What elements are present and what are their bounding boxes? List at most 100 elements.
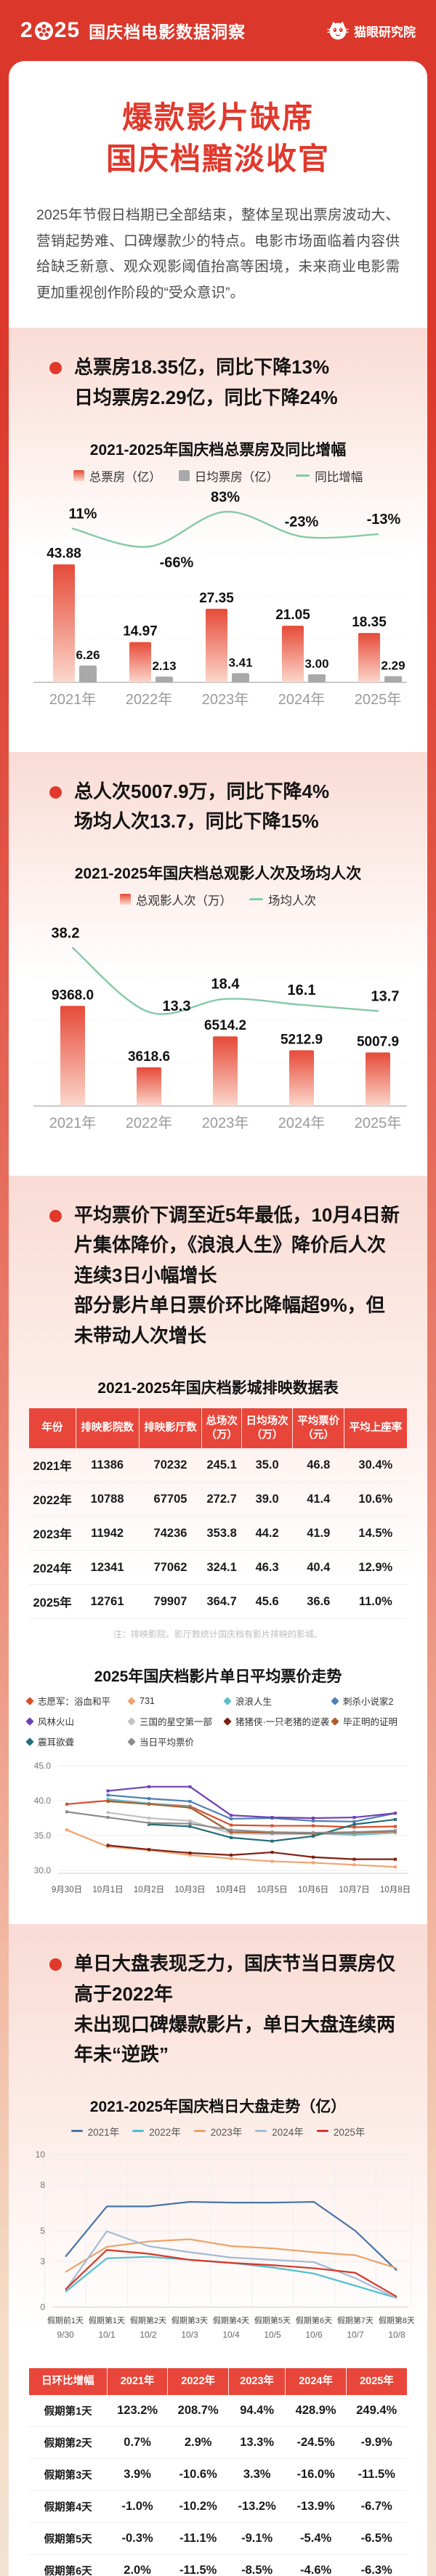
table-header-cell: 2024年 [285, 2367, 347, 2395]
table-cell: 70232 [139, 1448, 202, 1483]
table-cell: 11942 [76, 1516, 140, 1551]
legend-label: 风林火山 [38, 1717, 75, 1728]
legend-label: 当日平均票价 [140, 1737, 195, 1748]
report-title-text: 国庆档电影数据洞察 [89, 23, 246, 41]
legend-label: 浪浪人生 [235, 1697, 272, 1708]
table-header-cell: 平均上座率 [344, 1408, 407, 1449]
table-cell: 353.8 [201, 1516, 242, 1551]
legend-item: 当日平均票价 [127, 1735, 223, 1748]
table-cell: 39.0 [241, 1482, 293, 1517]
legend-marker [331, 1717, 339, 1726]
legend-marker [25, 1697, 34, 1705]
daily-avg-ticket-price-svg: 45.0 40.0 35.0 30.0 9月30日 10月1日 10月2日 10月3日 10月4… [34, 1761, 411, 1894]
bullet-dot [49, 1209, 62, 1222]
table-cell: 41.9 [292, 1516, 344, 1551]
legend-label: 猪猪侠·一只老猪的逆袭 [235, 1717, 330, 1728]
table-header-cell: 平均票价 （元） [292, 1408, 345, 1449]
legend-item: 731 [127, 1694, 223, 1708]
svg-text:13.7: 13.7 [371, 988, 400, 1004]
table-cell: 428.9% [285, 2394, 347, 2427]
content-card: 爆款影片缺席 国庆档黯淡收官 2025年节假日档期已全部结束，整体呈现出票房波动… [9, 61, 427, 2576]
brand-logo: 猫眼研究院 [327, 20, 416, 41]
table-cell: -9.9% [346, 2426, 407, 2459]
table-cell: 30.4% [344, 1448, 407, 1483]
ticket-price-trend-chart: 45.0 40.0 35.0 30.0 9月30日 10月1日 10月2日 10月3日 10月4… [9, 1750, 427, 1904]
table-cell: -9.1% [228, 2522, 286, 2555]
page-header: 2 25 国庆档电影数据洞察 [0, 0, 436, 61]
svg-text:6.26: 6.26 [76, 647, 100, 661]
legend-marker [223, 1717, 232, 1726]
legend-label: 2024年 [272, 2126, 304, 2138]
legend-marker [25, 1737, 34, 1746]
table-header-cell: 2021年 [107, 2367, 169, 2395]
chart3-legend: 志愿军：浴血和平 731 浪浪人生 刺杀小说家2 风林火山 三国的星空第一部 猪猪侠·一只老… [9, 1694, 427, 1748]
legend-label: 2021年 [87, 2126, 120, 2138]
table-cell: -16.0% [285, 2458, 347, 2491]
legend-marker [255, 2130, 267, 2133]
svg-text:13.3: 13.3 [163, 998, 191, 1014]
svg-text:假期第8天: 假期第8天 [379, 2315, 414, 2325]
legend-marker [331, 1697, 339, 1705]
legend-label: 731 [140, 1695, 155, 1706]
table-row: 假期第2天 0.7% 2.9% 13.3% -24.5% -9.9% [29, 2426, 407, 2459]
table-cell: 11386 [76, 1448, 140, 1483]
table-cell: 41.4 [292, 1482, 344, 1517]
legend-label: 总观影人次（万） [136, 894, 232, 908]
svg-text:11%: 11% [69, 506, 97, 522]
svg-text:假期第3天: 假期第3天 [171, 2315, 208, 2325]
legend-marker [73, 470, 84, 481]
table-cell: 46.8 [292, 1448, 344, 1483]
svg-text:假期第6天: 假期第6天 [296, 2315, 332, 2325]
table-cell: 123.2% [107, 2394, 168, 2427]
svg-text:-23%: -23% [285, 514, 319, 530]
svg-text:35.0: 35.0 [34, 1830, 52, 1841]
daily-change-table: 日环比增幅 2021年 2022年 2023年 2024年 2025年 假期第1天 123.2… [29, 2367, 407, 2576]
svg-text:0: 0 [40, 2302, 45, 2312]
section-daily-gross: 单日大盘表现乏力，国庆节当日票房仅高于2022年 未出现口碑爆款影片，单日大盘连… [9, 1924, 427, 2576]
table-cell: 12341 [76, 1550, 140, 1586]
table-cell: 11.0% [344, 1584, 407, 1620]
table-header-cell: 排映影院数 [76, 1408, 140, 1449]
svg-text:10/4: 10/4 [222, 2330, 240, 2340]
svg-text:10/3: 10/3 [181, 2330, 198, 2340]
chart1-title: 2021-2025年国庆档总票房及同比增幅 [89, 441, 347, 459]
table-cell: 74236 [139, 1516, 202, 1551]
table-cell: -6.5% [346, 2522, 407, 2555]
chart4-title: 2021-2025年国庆档日大盘走势（亿） [89, 2098, 347, 2115]
heading-line: 部分影片单日票价环比降幅超9%，但未带动人次增长 [74, 1294, 385, 1347]
table-cell: -10.2% [167, 2490, 229, 2523]
svg-text:40.0: 40.0 [34, 1796, 52, 1806]
legend-item: 浪浪人生 [223, 1694, 331, 1708]
table-cell: 67705 [139, 1482, 202, 1517]
table-cell: 2.0% [107, 2554, 168, 2576]
table-cell: 12761 [76, 1584, 140, 1620]
chart3-title: 2025年国庆档影片单日平均票价走势 [94, 1668, 342, 1686]
heading-line: 日均票房2.29亿，同比下降24% [74, 386, 338, 408]
table-row: 2023年 11942 74236 353.8 44.2 41.9 14.5% [29, 1516, 407, 1551]
table-cell: 3.3% [228, 2458, 286, 2491]
svg-text:2022年: 2022年 [126, 691, 173, 708]
svg-text:假期第1天: 假期第1天 [89, 2315, 125, 2325]
legend-item: 总票房（亿） [73, 467, 161, 485]
legend-item: 三国的星空第一部 [127, 1714, 223, 1728]
table-cell: -6.7% [346, 2490, 407, 2523]
table-cell: 假期第4天 [29, 2490, 108, 2523]
legend-item: 同比增幅 [296, 467, 363, 485]
brand-name: 猫眼研究院 [354, 25, 416, 39]
bullet-dot [49, 1958, 62, 1971]
table-row: 2024年 12341 77062 324.1 46.3 40.4 12.9% [29, 1550, 407, 1586]
svg-text:2022年: 2022年 [126, 1115, 173, 1131]
legend-item: 场均人次 [249, 891, 316, 908]
table-cell: 假期第5天 [29, 2522, 108, 2555]
legend-item: 2025年 [316, 2124, 365, 2139]
page-title: 爆款影片缺席 国庆档黯淡收官 [9, 61, 427, 182]
legend-label: 志愿军：浴血和平 [38, 1697, 111, 1708]
legend-item: 志愿军：浴血和平 [25, 1694, 127, 1708]
svg-text:9368.0: 9368.0 [52, 988, 94, 1003]
table-header-cell: 2025年 [346, 2367, 407, 2395]
section1-heading: 总票房18.35亿，同比下降13% 日均票房2.29亿，同比下降24% [49, 352, 403, 413]
year-2025: 2 25 [20, 18, 80, 43]
report-title: 2 25 国庆档电影数据洞察 [20, 18, 246, 43]
table-cell: 12.9% [344, 1550, 407, 1586]
